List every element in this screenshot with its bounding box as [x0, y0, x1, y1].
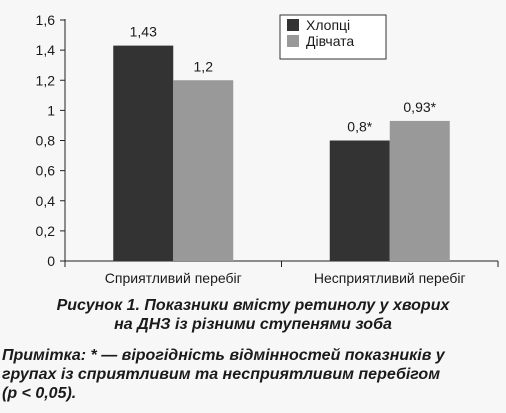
y-tick-label: 0,4	[36, 193, 56, 209]
caption-line-1: Рисунок 1. Показники вмісту ретинолу у х…	[56, 297, 450, 314]
legend-swatch	[287, 19, 299, 31]
note-line-1: Примітка: * — вірогідність відмінностей …	[2, 347, 445, 364]
note-line-2: групах із сприятливим та несприятливим п…	[2, 366, 441, 383]
figure-note: Примітка: * — вірогідність відмінностей …	[2, 346, 504, 403]
y-tick-label: 1,6	[36, 12, 56, 28]
y-tick-label: 0,2	[36, 223, 56, 239]
y-tick-label: 0,8	[36, 133, 56, 149]
y-tick-label: 0	[47, 253, 55, 269]
y-tick-label: 0,6	[36, 163, 56, 179]
legend-swatch	[287, 35, 299, 47]
y-tick-label: 1	[47, 102, 55, 118]
y-tick-label: 1,2	[36, 72, 56, 88]
y-tick-label: 1,4	[36, 42, 56, 58]
bar	[113, 45, 174, 262]
data-label: 1,2	[194, 58, 214, 74]
note-line-3: (р < 0,05).	[2, 385, 77, 402]
data-label: 1,43	[130, 24, 157, 40]
data-label: 0,93*	[403, 99, 436, 115]
bar-chart: 0 0,2 0,4 0,6 0,8 1 1,2 1,4 1,6 1,43 1,2 Сприятливи…	[36, 12, 499, 286]
data-label: 0,8*	[347, 119, 372, 135]
bar	[173, 80, 234, 261]
bar	[389, 120, 450, 261]
legend-label: Дівчата	[306, 33, 354, 49]
figure-caption: Рисунок 1. Показники вмісту ретинолу у х…	[0, 296, 506, 334]
x-tick-label: Несприятливий перебіг	[314, 270, 466, 286]
legend-label: Хлопці	[306, 17, 350, 33]
caption-line-2: на ДНЗ із різними ступенями зоба	[114, 316, 392, 333]
bar	[329, 140, 390, 261]
x-tick-label: Сприятливий перебіг	[105, 270, 242, 286]
